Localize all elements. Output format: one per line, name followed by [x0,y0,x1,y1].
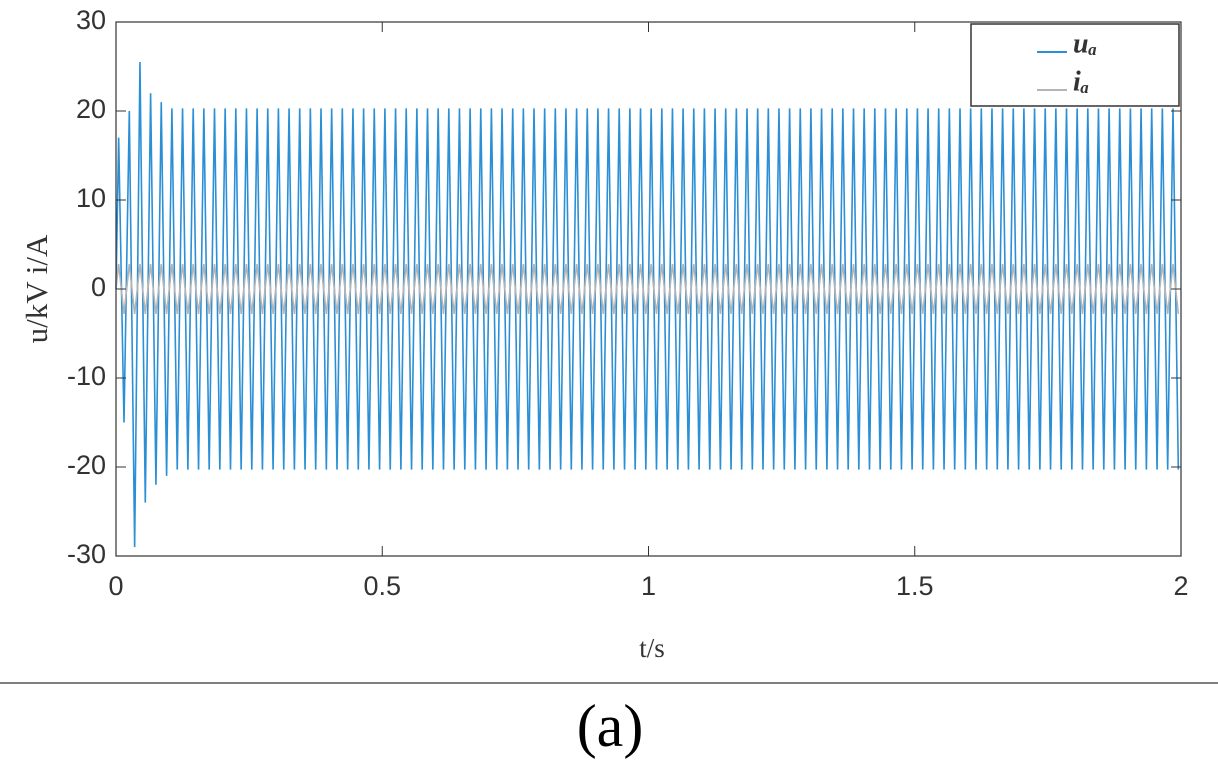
y-axis-label: u/kV i/A [19,234,54,343]
x-tick-label: 1 [641,571,656,601]
x-tick-label: 0 [108,571,123,601]
x-tick-label: 0.5 [363,571,401,601]
x-tick-label: 2 [1173,571,1188,601]
x-tick-label: 1.5 [896,571,934,601]
series-line [115,62,1180,548]
y-tick-label: 10 [76,183,106,213]
legend-box [970,23,1180,107]
series-line [115,263,1180,315]
y-tick-label: 20 [76,94,106,124]
caption: (a) [577,693,644,759]
x-axis-label: t/s [639,633,665,663]
legend-label: uₐ [1073,28,1097,59]
y-tick-label: 30 [76,5,106,35]
y-tick-label: -30 [67,539,106,569]
y-tick-label: -10 [67,361,106,391]
legend-label: iₐ [1073,66,1089,97]
y-tick-label: 0 [91,272,106,302]
y-tick-label: -20 [67,450,106,480]
